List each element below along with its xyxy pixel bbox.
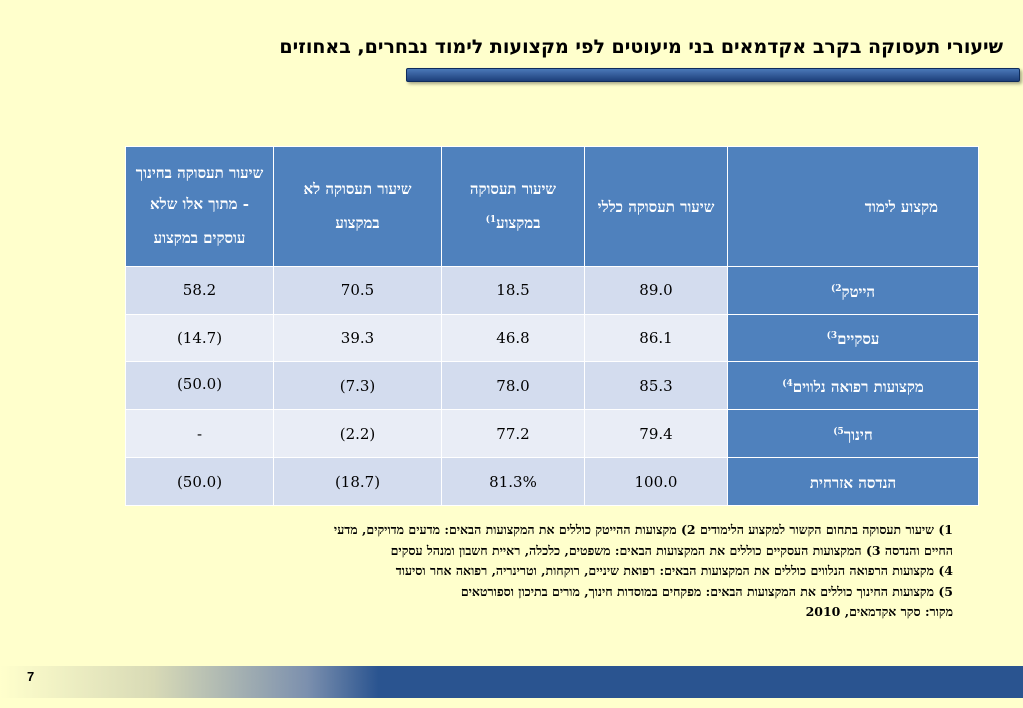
table-cell: (7.3) xyxy=(273,361,442,411)
header-in-profession-rate: שיעור תעסוקה במקצוע1) xyxy=(441,146,585,267)
table-cell: 77.2 xyxy=(441,409,585,459)
table-cell: 70.5 xyxy=(273,265,442,315)
row-label: עסקיים3) xyxy=(727,313,979,363)
table-row: עסקיים3) 86.1 46.8 39.3 (14.7) xyxy=(125,313,979,363)
footnote-line: החיים והנדסה 3) המקצועות העסקיים כוללים … xyxy=(390,542,953,558)
header-study-field: מקצוע לימוד xyxy=(727,146,979,267)
table-cell: (14.7) xyxy=(125,313,274,363)
title-underline-bar xyxy=(406,68,1020,82)
footnote-line: 4) מקצועות הרפואה הנלווים כוללים את המקצ… xyxy=(395,563,953,578)
table-cell: 81.3% xyxy=(441,457,585,506)
table-cell: 39.3 xyxy=(273,313,442,363)
row-label: חינוך5) xyxy=(727,409,979,459)
table-header-row: מקצוע לימוד שיעור תעסוקה כללי שיעור תעסו… xyxy=(125,146,979,267)
table-cell: 85.3 xyxy=(584,361,728,411)
table-cell: 78.0 xyxy=(441,361,585,411)
table-row: הנדסה אזרחית 100.0 81.3% (18.7) (50.0) xyxy=(125,457,979,506)
table-cell: 100.0 xyxy=(584,457,728,506)
table-cell: 79.4 xyxy=(584,409,728,459)
row-label: הנדסה אזרחית xyxy=(727,457,979,506)
table-cell: 86.1 xyxy=(584,313,728,363)
row-label: מקצועות רפואה נלווים4) xyxy=(727,361,979,411)
table-cell: (2.2) xyxy=(273,409,442,459)
source-note: מקור: סקר אקדמאים, 2010 xyxy=(805,604,953,619)
footnote-line: 1) שיעור תעסוקה בתחום הקשור למקצוע הלימו… xyxy=(333,522,953,537)
table-cell: 18.5 xyxy=(441,265,585,315)
page-title: שיעורי תעסוקה בקרב אקדמאים בני מיעוטים ל… xyxy=(279,36,1003,58)
page-number: 7 xyxy=(27,669,35,684)
table-row: מקצועות רפואה נלווים4) 85.3 78.0 (7.3) (… xyxy=(125,361,979,411)
footer-bar xyxy=(0,666,1023,698)
table-cell: (18.7) xyxy=(273,457,442,506)
table-cell: (50.0) xyxy=(125,361,274,411)
header-education-rate: שיעור תעסוקה בחינוך - מתוך אלו שלא עוסקי… xyxy=(125,146,274,267)
table-cell: (50.0) xyxy=(125,457,274,506)
footnote-line: 5) מקצועות החינוך כוללים את המקצועות הבא… xyxy=(460,583,953,599)
table-cell: 46.8 xyxy=(441,313,585,363)
footnotes: 1) שיעור תעסוקה בתחום הקשור למקצוע הלימו… xyxy=(113,520,953,623)
header-outside-profession-rate: שיעור תעסוקה לא במקצוע xyxy=(273,146,442,267)
table-cell: - xyxy=(125,409,274,459)
employment-table: מקצוע לימוד שיעור תעסוקה כללי שיעור תעסו… xyxy=(125,146,979,506)
header-general-rate: שיעור תעסוקה כללי xyxy=(584,146,728,267)
table-row: חינוך5) 79.4 77.2 (2.2) - xyxy=(125,409,979,459)
table-cell: 89.0 xyxy=(584,265,728,315)
row-label: הייטק2) xyxy=(727,265,979,315)
table-cell: 58.2 xyxy=(125,265,274,315)
table-row: הייטק2) 89.0 18.5 70.5 58.2 xyxy=(125,265,979,315)
